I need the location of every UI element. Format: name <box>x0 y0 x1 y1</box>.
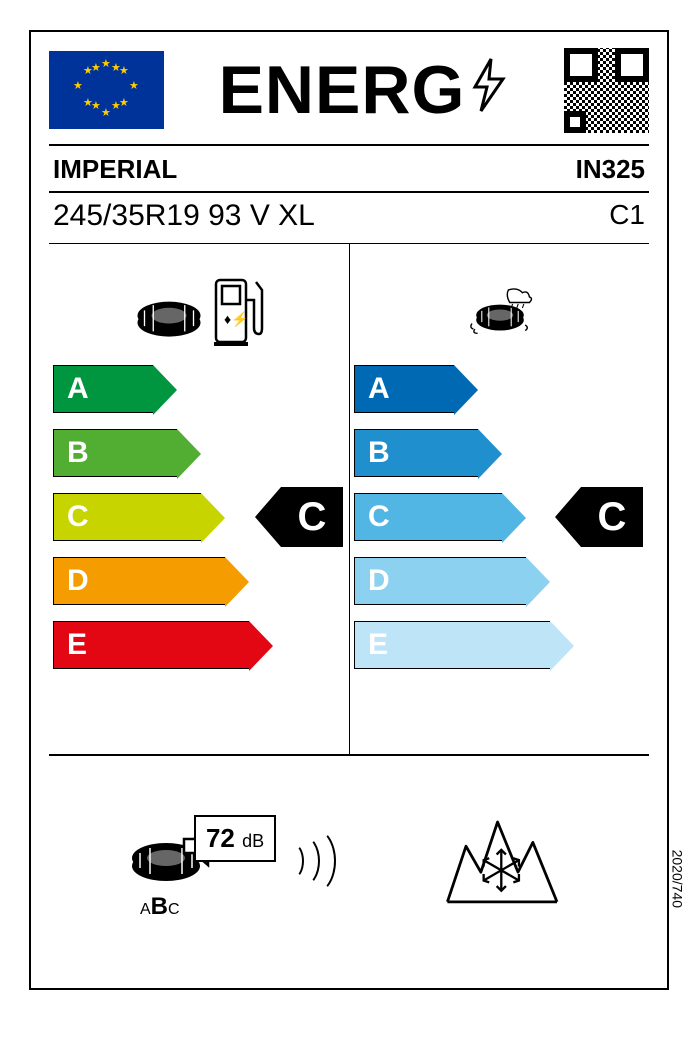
ratings-section: ♦⚡ ABCCDE <box>49 244 649 754</box>
bar-letter: E <box>67 628 87 662</box>
bar-letter: C <box>368 500 390 534</box>
fuel-efficiency-column: ♦⚡ ABCCDE <box>49 244 349 754</box>
rating-bar-c: CC <box>53 493 349 541</box>
tire-icon <box>134 277 204 342</box>
selected-rating-badge: C <box>281 487 343 547</box>
snow-grip-icon <box>440 803 570 918</box>
bar-letter: B <box>67 436 89 470</box>
wet-grip-column: ABCCDE <box>349 244 649 754</box>
noise-class-c: C <box>168 901 180 918</box>
wet-bars: ABCCDE <box>350 357 649 669</box>
rating-bar-a: A <box>53 365 349 413</box>
tire-size-text: 245/35R19 93 V XL <box>53 199 315 233</box>
bar-letter: E <box>368 628 388 662</box>
energy-title: ENERG <box>219 51 510 129</box>
rating-bar-b: B <box>354 429 649 477</box>
tire-rain-icon <box>465 277 535 342</box>
fuel-icon-area: ♦⚡ <box>49 262 349 357</box>
rating-bar-a: A <box>354 365 649 413</box>
rating-bar-d: D <box>53 557 349 605</box>
bottom-section: ABC 72 dB <box>49 756 649 956</box>
energy-label-container: ★ ★ ★ ★ ★ ★ ★ ★ ★ ★ ★ ★ ENERG IMPERIAL <box>29 30 669 990</box>
rating-bar-c: CC <box>354 493 649 541</box>
fuel-pump-icon: ♦⚡ <box>212 272 264 348</box>
rating-bar-b: B <box>53 429 349 477</box>
eu-flag-icon: ★ ★ ★ ★ ★ ★ ★ ★ ★ ★ ★ ★ <box>49 51 164 129</box>
noise-class-letters: ABC <box>140 893 180 921</box>
selected-rating-badge: C <box>581 487 643 547</box>
regulation-text: 2020/740 <box>669 850 685 908</box>
noise-value: 72 <box>206 823 235 853</box>
noise-value-box: 72 dB <box>194 815 276 862</box>
noise-section: ABC 72 dB <box>128 818 342 903</box>
tire-class-text: C1 <box>609 199 645 233</box>
rating-bar-e: E <box>354 621 649 669</box>
bar-letter: D <box>67 564 89 598</box>
rating-bar-d: D <box>354 557 649 605</box>
bar-letter: C <box>67 500 89 534</box>
fuel-bars: ABCCDE <box>49 357 349 669</box>
svg-text:♦⚡: ♦⚡ <box>224 311 249 328</box>
noise-class-a: A <box>140 901 151 918</box>
wet-icon-area <box>350 262 649 357</box>
divider <box>49 144 649 146</box>
model-text: IN325 <box>576 154 645 185</box>
brand-model-row: IMPERIAL IN325 <box>49 154 649 191</box>
rating-bar-e: E <box>53 621 349 669</box>
qr-code-icon <box>564 48 649 133</box>
bar-letter: D <box>368 564 390 598</box>
noise-class-active: B <box>151 893 168 920</box>
brand-text: IMPERIAL <box>53 154 177 185</box>
noise-unit: dB <box>242 831 264 851</box>
bolt-icon <box>469 51 509 129</box>
header-row: ★ ★ ★ ★ ★ ★ ★ ★ ★ ★ ★ ★ ENERG <box>49 50 649 130</box>
sound-waves-icon <box>282 826 342 896</box>
tire-spec-row: 245/35R19 93 V XL C1 <box>49 193 649 243</box>
bar-letter: A <box>67 372 89 406</box>
bar-letter: B <box>368 436 390 470</box>
bar-letter: A <box>368 372 390 406</box>
